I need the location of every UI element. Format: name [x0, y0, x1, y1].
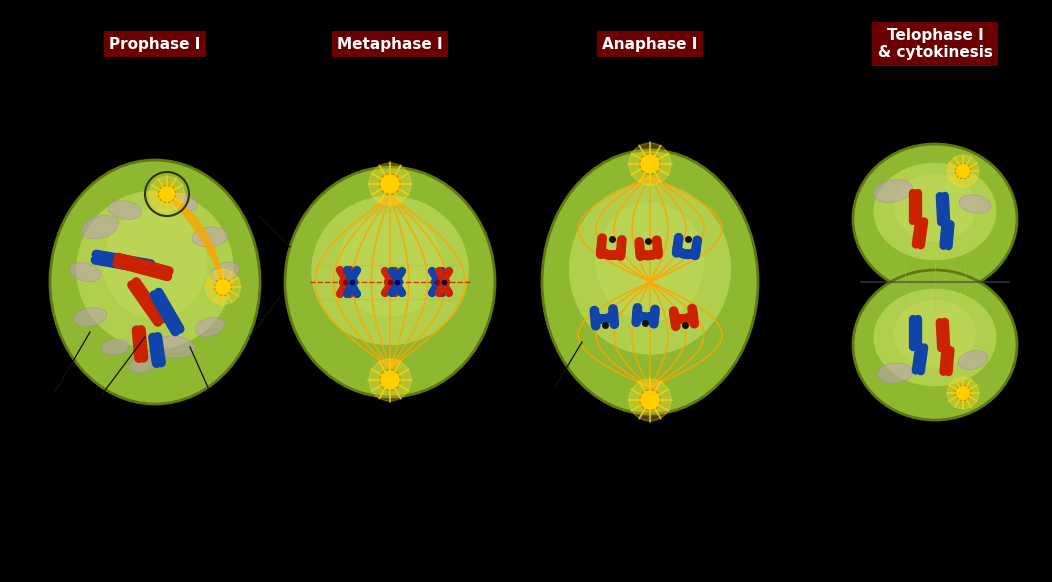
Circle shape [640, 154, 661, 174]
Ellipse shape [947, 155, 978, 187]
Ellipse shape [102, 209, 207, 318]
Circle shape [640, 390, 661, 410]
Ellipse shape [853, 144, 1017, 294]
Ellipse shape [873, 180, 913, 203]
Ellipse shape [853, 270, 1017, 420]
Ellipse shape [894, 300, 976, 367]
Ellipse shape [81, 215, 119, 239]
Ellipse shape [155, 336, 195, 358]
Circle shape [955, 164, 971, 179]
Ellipse shape [596, 203, 704, 322]
Ellipse shape [958, 350, 988, 370]
Ellipse shape [369, 163, 411, 205]
Ellipse shape [205, 269, 241, 304]
Ellipse shape [76, 190, 234, 349]
Text: Anaphase I: Anaphase I [603, 37, 697, 51]
Ellipse shape [69, 262, 101, 282]
Ellipse shape [108, 201, 142, 219]
Ellipse shape [210, 262, 240, 282]
Ellipse shape [629, 379, 671, 421]
Ellipse shape [311, 196, 469, 345]
Ellipse shape [50, 160, 260, 404]
Ellipse shape [873, 163, 996, 260]
Ellipse shape [338, 213, 443, 317]
Circle shape [215, 279, 231, 296]
Text: Telophase I
& cytokinesis: Telophase I & cytokinesis [877, 28, 992, 60]
Ellipse shape [173, 193, 198, 211]
Text: Prophase I: Prophase I [109, 37, 201, 51]
Circle shape [380, 370, 400, 390]
Ellipse shape [947, 377, 978, 409]
Circle shape [380, 174, 400, 194]
Ellipse shape [74, 308, 107, 327]
Text: Metaphase I: Metaphase I [338, 37, 443, 51]
Ellipse shape [101, 339, 129, 355]
Ellipse shape [129, 351, 161, 373]
Ellipse shape [569, 183, 731, 354]
Circle shape [159, 186, 176, 203]
Ellipse shape [959, 195, 991, 213]
Ellipse shape [369, 359, 411, 401]
Ellipse shape [196, 317, 225, 336]
Ellipse shape [193, 227, 228, 247]
Circle shape [955, 385, 971, 400]
Ellipse shape [542, 150, 758, 414]
Ellipse shape [873, 289, 996, 386]
Ellipse shape [877, 363, 913, 383]
Ellipse shape [894, 174, 976, 242]
Ellipse shape [149, 176, 184, 211]
Ellipse shape [285, 167, 495, 397]
Ellipse shape [629, 143, 671, 185]
